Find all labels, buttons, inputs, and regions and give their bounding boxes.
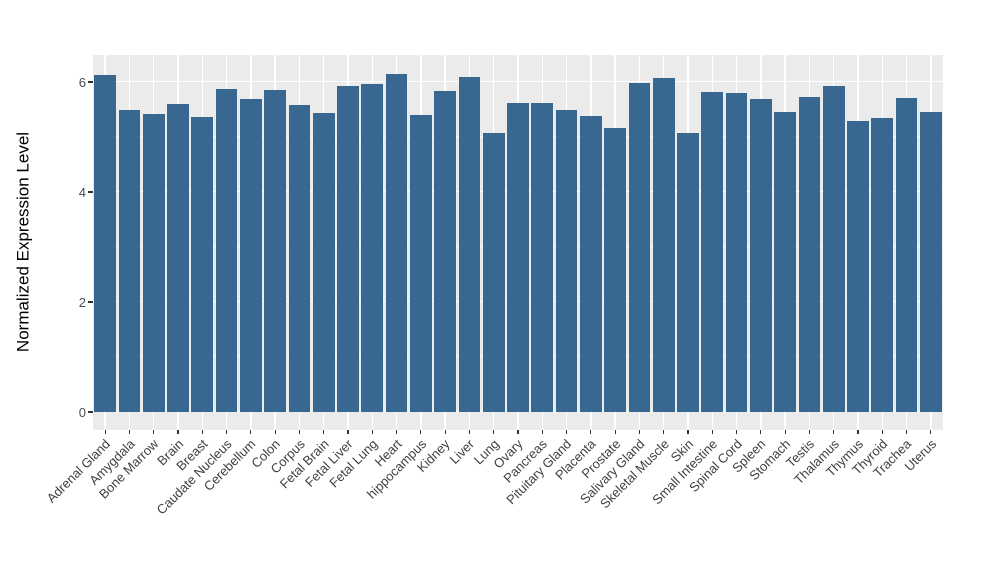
bar xyxy=(507,102,529,412)
bar xyxy=(871,117,894,412)
x-axis-tick xyxy=(614,430,616,434)
bar xyxy=(774,112,797,412)
x-axis-tick xyxy=(274,430,276,434)
bar xyxy=(555,110,578,412)
bar xyxy=(288,105,311,412)
x-axis-tick xyxy=(323,430,325,434)
x-axis-tick xyxy=(201,430,203,434)
x-axis-tick xyxy=(104,430,106,434)
y-axis-tick xyxy=(88,301,93,303)
x-axis-tick xyxy=(905,430,908,434)
x-axis-tick xyxy=(420,430,422,434)
bar xyxy=(312,112,335,412)
y-axis-tick xyxy=(88,81,93,83)
x-axis-tick xyxy=(153,430,155,434)
x-axis-tick xyxy=(177,430,179,434)
x-axis-tick xyxy=(371,430,373,434)
x-axis-tick xyxy=(250,430,252,434)
x-axis-tick xyxy=(541,430,543,434)
bar xyxy=(239,98,262,412)
x-axis-tick xyxy=(468,430,471,434)
bar xyxy=(701,91,724,412)
bar xyxy=(94,74,117,412)
bar xyxy=(118,110,141,412)
bar xyxy=(434,90,457,412)
x-axis-tick xyxy=(638,430,641,434)
x-axis-tick xyxy=(687,430,689,434)
bar xyxy=(847,121,869,412)
x-tick-label: Liver xyxy=(446,436,478,467)
x-axis-tick xyxy=(298,430,301,434)
bar xyxy=(191,117,214,412)
bar xyxy=(142,114,165,412)
x-axis-tick xyxy=(128,430,131,434)
x-axis-tick xyxy=(833,430,835,434)
x-axis-tick xyxy=(590,430,592,434)
bar xyxy=(628,83,651,412)
x-axis-tick xyxy=(663,430,665,434)
bar xyxy=(337,86,359,412)
bar xyxy=(677,133,699,412)
bar xyxy=(385,73,408,412)
bar xyxy=(895,97,918,412)
bar xyxy=(749,99,772,412)
bar xyxy=(409,115,432,412)
x-axis-tick xyxy=(395,430,398,434)
bar xyxy=(652,78,675,412)
bar xyxy=(919,111,942,412)
x-axis-tick xyxy=(881,430,883,434)
bar xyxy=(531,102,554,412)
bar xyxy=(167,104,189,412)
x-axis-tick xyxy=(711,430,713,434)
x-axis-tick xyxy=(444,430,446,434)
y-tick-label: 0 xyxy=(78,404,86,420)
bar xyxy=(264,90,287,412)
bar xyxy=(725,93,748,412)
bar xyxy=(215,89,238,412)
y-axis-title: Normalized Expression Level xyxy=(13,131,33,353)
y-tick-label: 6 xyxy=(78,74,86,90)
x-axis-tick xyxy=(760,430,762,434)
bar xyxy=(482,132,505,412)
x-axis-tick xyxy=(930,430,932,434)
plot-panel xyxy=(93,55,943,430)
bar xyxy=(822,86,845,412)
bar xyxy=(579,116,602,412)
y-axis-tick xyxy=(88,191,93,193)
x-axis-tick xyxy=(225,430,228,434)
bar xyxy=(361,83,384,412)
x-axis-tick xyxy=(517,430,519,434)
bar xyxy=(458,76,481,412)
x-axis-tick xyxy=(347,430,349,434)
bar xyxy=(604,128,627,412)
x-axis-tick xyxy=(857,430,859,434)
bar xyxy=(798,96,821,412)
y-axis-tick xyxy=(88,411,93,413)
x-axis-tick xyxy=(784,430,786,434)
y-tick-label: 4 xyxy=(78,184,86,200)
x-axis-tick xyxy=(493,430,495,434)
x-axis-tick xyxy=(808,430,811,434)
x-axis-tick xyxy=(735,430,738,434)
y-tick-label: 2 xyxy=(78,294,86,310)
x-axis-tick xyxy=(565,430,568,434)
